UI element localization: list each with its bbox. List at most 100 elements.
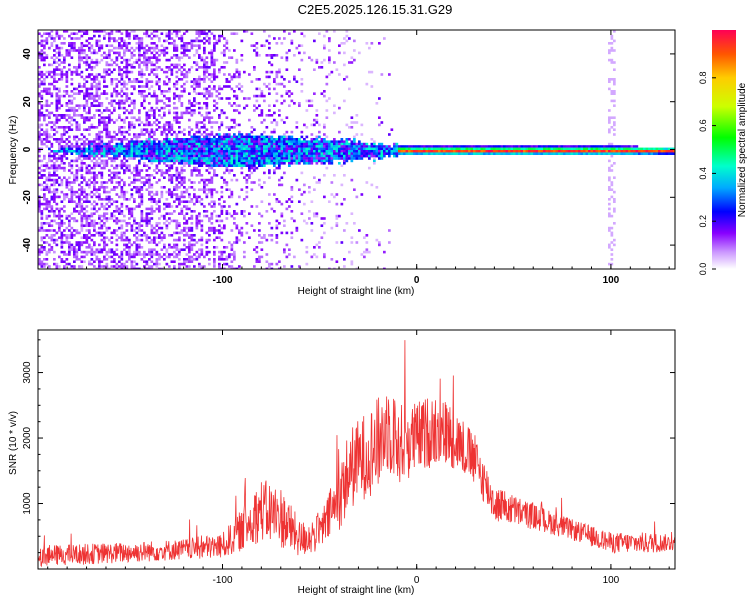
spectrogram-cell xyxy=(93,97,96,100)
spectrogram-cell xyxy=(365,234,369,237)
spectrogram-cell xyxy=(173,231,176,235)
spectrogram-cell xyxy=(45,114,49,117)
spectrogram-cell xyxy=(195,37,199,40)
spectrogram-cell xyxy=(220,250,224,254)
spectrogram-cell xyxy=(45,262,49,266)
spectrogram-cell xyxy=(158,147,161,151)
spectrogram-cell xyxy=(310,147,314,151)
spectrogram-cell xyxy=(160,255,164,259)
spectrogram-cell xyxy=(160,152,164,155)
spectrogram-cell xyxy=(200,198,204,201)
spectrogram-cell xyxy=(280,212,284,215)
spectrogram-cell xyxy=(108,133,111,136)
spectrogram-cell xyxy=(70,142,74,146)
spectrogram-cell xyxy=(173,147,176,151)
spectrogram-cell xyxy=(260,140,264,143)
spectrogram-cell xyxy=(260,121,264,124)
spectrogram-cell xyxy=(153,238,156,242)
spectrogram-cell xyxy=(188,70,191,74)
spectrogram-cell xyxy=(80,159,84,163)
spectrogram-cell xyxy=(195,241,199,244)
spectrogram-cell xyxy=(160,49,164,52)
spectrogram-cell xyxy=(203,159,206,163)
spectrogram-cell xyxy=(80,255,84,259)
spectrogram-cell xyxy=(320,157,324,160)
spectrogram-cell xyxy=(228,85,231,88)
spectrogram-cell xyxy=(120,73,124,76)
spectrogram-cell xyxy=(218,162,221,165)
spectrogram-cell xyxy=(75,250,79,254)
spectrogram-cell xyxy=(93,142,96,146)
spectrogram-cell xyxy=(65,75,69,79)
spectrogram-cell xyxy=(115,90,119,93)
spectrogram-cell xyxy=(293,102,296,105)
spectrogram-cell xyxy=(198,56,201,59)
spectrogram-cell xyxy=(193,133,196,136)
spectrogram-cell xyxy=(40,114,44,117)
spectrogram-cell xyxy=(263,234,266,237)
spectrogram-cell xyxy=(288,49,291,52)
spectrogram-cell xyxy=(83,104,86,107)
spectrogram-cell xyxy=(130,126,134,129)
spectrogram-cell xyxy=(283,219,286,223)
spectrogram-cell xyxy=(220,186,224,189)
spectrogram-cell xyxy=(88,118,91,122)
spectrogram-cell xyxy=(110,157,114,160)
spectrogram-cell xyxy=(270,154,274,158)
spectrogram-cell xyxy=(80,162,84,165)
spectrogram-cell xyxy=(345,152,349,155)
spectrogram-cell xyxy=(53,61,56,64)
spectrogram-cell xyxy=(43,118,46,122)
spectrogram-cell xyxy=(160,238,164,242)
spectrogram-cell xyxy=(278,135,281,139)
spectrogram-cell xyxy=(145,214,149,218)
spectrogram-cell xyxy=(320,152,324,155)
spectrogram-cell xyxy=(118,195,121,199)
spectrogram-cell xyxy=(190,214,194,218)
spectrogram-cell xyxy=(180,147,184,151)
spectrogram-cell xyxy=(370,183,374,187)
spectrogram-cell xyxy=(175,159,179,163)
spectrogram-cell xyxy=(63,253,66,256)
spectrogram-cell xyxy=(115,51,119,55)
spectrogram-cell xyxy=(65,226,69,230)
spectrogram-cell xyxy=(75,147,79,151)
spectrogram-cell xyxy=(315,159,319,163)
spectrogram-cell xyxy=(265,39,269,43)
spectrogram-cell xyxy=(123,42,126,45)
spectrogram-cell xyxy=(190,147,194,151)
spectrogram-cell xyxy=(148,92,151,95)
spectrogram-cell xyxy=(155,68,159,71)
spectrogram-cell xyxy=(60,258,64,261)
spectrogram-cell xyxy=(183,226,186,230)
spectrogram-cell xyxy=(200,265,204,268)
spectrogram-cell xyxy=(80,90,84,93)
spectrogram-cell xyxy=(45,104,49,107)
spectrogram-cell xyxy=(253,154,256,158)
spectrogram-cell xyxy=(223,171,226,175)
spectrogram-cell xyxy=(390,128,394,131)
spectrogram-cell xyxy=(223,162,226,165)
spectrogram-cell xyxy=(195,78,199,81)
spectrogram-cell xyxy=(238,229,241,232)
spectrogram-cell xyxy=(155,265,159,268)
spectrogram-cell xyxy=(140,37,144,40)
spectrogram-cell xyxy=(53,234,56,237)
spectrogram-cell xyxy=(188,246,191,249)
spectrogram-cell xyxy=(148,236,151,239)
spectrogram-cell xyxy=(148,140,151,143)
spectrogram-cell xyxy=(108,198,111,201)
spectrogram-cell xyxy=(348,152,351,155)
spectrogram-cell xyxy=(245,164,249,167)
spectrogram-cell xyxy=(200,106,204,110)
spectrogram-cell xyxy=(303,142,306,146)
spectrogram-cell xyxy=(68,243,71,247)
spectrogram-cell xyxy=(320,154,324,158)
spectrogram-cell xyxy=(183,205,186,208)
spectrogram-cell xyxy=(143,63,146,67)
spectrogram-cell xyxy=(183,150,186,153)
spectrogram-cell xyxy=(100,150,104,153)
spectrogram-cell xyxy=(230,190,234,194)
spectrogram-cell xyxy=(115,46,119,50)
spectrogram-cell xyxy=(268,234,271,237)
